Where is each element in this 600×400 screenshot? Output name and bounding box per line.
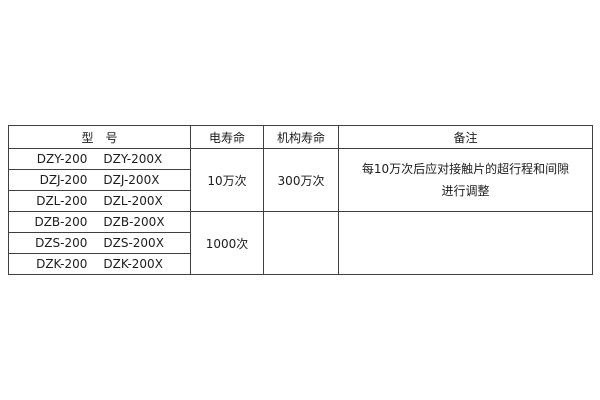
model-value: DZK-200 [36,257,88,271]
model-value: DZL-200 [36,194,88,208]
table-row: DZK-200 DZK-200X [8,253,593,275]
model-pair: DZK-200 DZK-200X [10,257,190,271]
model-value-x: DZB-200X [103,215,165,229]
remarks-cell: 每10万次后应对接触片的超行程和间隙 进行调整 [338,148,593,212]
model-value-x: DZK-200X [103,257,163,271]
model-value: DZS-200 [35,236,88,250]
model-pair: DZS-200 DZS-200X [10,236,190,250]
model-cell: DZJ-200 DZJ-200X [8,169,191,191]
model-cell: DZK-200 DZK-200X [8,253,191,275]
spec-table: 型 号 电寿命 机构寿命 备注 DZY-200 DZY-200X 10万次 30… [8,125,593,275]
model-cell: DZL-200 DZL-200X [8,190,191,212]
remarks-line-1: 每10万次后应对接触片的超行程和间隙 [361,162,570,176]
remarks-cell [338,211,593,275]
model-pair: DZY-200 DZY-200X [10,152,190,166]
col-header-mechanism-life: 机构寿命 [263,125,339,149]
electrical-life-cell: 10万次 [190,148,264,212]
model-value-x: DZJ-200X [103,173,160,187]
col-header-remarks: 备注 [338,125,593,149]
model-cell: DZB-200 DZB-200X [8,211,191,233]
header-row: 型 号 电寿命 机构寿命 备注 [8,125,593,149]
table-row: DZY-200 DZY-200X 10万次 300万次 每10万次后应对接触片的… [8,148,593,212]
model-value-x: DZL-200X [103,194,163,208]
mechanism-life-cell: 300万次 [263,148,339,212]
model-value: DZJ-200 [39,173,88,187]
table-row: DZB-200 DZB-200X 1000次 [8,211,593,275]
model-cell: DZY-200 DZY-200X [8,148,191,170]
model-value-x: DZS-200X [103,236,164,250]
model-value: DZY-200 [36,152,88,166]
model-pair: DZB-200 DZB-200X [10,215,190,229]
model-value: DZB-200 [34,215,88,229]
table-row: DZL-200 DZL-200X [8,190,593,212]
remarks-line-2: 进行调整 [441,184,490,198]
col-header-electrical-life: 电寿命 [190,125,264,149]
col-header-model: 型 号 [8,125,191,149]
electrical-life-cell: 1000次 [190,211,264,275]
model-value-x: DZY-200X [103,152,163,166]
table-row: DZJ-200 DZJ-200X [8,169,593,191]
model-pair: DZL-200 DZL-200X [10,194,190,208]
model-pair: DZJ-200 DZJ-200X [10,173,190,187]
model-cell: DZS-200 DZS-200X [8,232,191,254]
mechanism-life-cell [263,211,339,275]
